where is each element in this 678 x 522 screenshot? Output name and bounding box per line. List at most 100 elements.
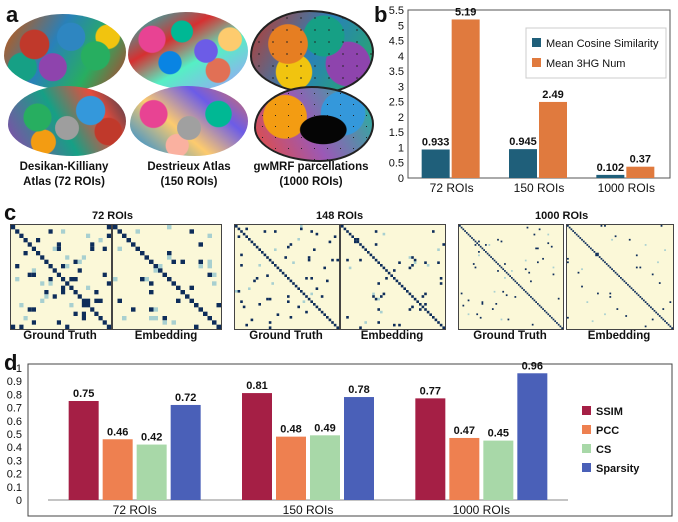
matrix-cell [550, 316, 553, 319]
chart-d-ytick: 0.6 [7, 416, 22, 428]
matrix-cell [588, 245, 590, 248]
matrix-cell [644, 244, 647, 246]
chart-b: 0 0.5 1 1.5 2 2.5 3 3.5 4 4.5 5 5.5 0.933 5.19 72 ROIs… [389, 5, 671, 195]
chart-d-legend-label: CS [596, 444, 611, 456]
matrix-cell [364, 321, 367, 324]
matrix-cell [372, 256, 375, 259]
matrix-cell [56, 320, 61, 325]
matrix-cell [502, 268, 505, 271]
matrix-cell [266, 256, 269, 259]
matrix-cell [570, 228, 573, 231]
matrix-cell [364, 248, 367, 251]
matrix-cell [15, 229, 20, 234]
matrix-cell [331, 258, 334, 262]
matrix-cell [535, 301, 537, 303]
matrix-cell [497, 270, 499, 272]
matrix-1000-ground-truth [458, 224, 564, 330]
matrix-cell [521, 287, 524, 290]
matrix-cell [61, 290, 66, 295]
chart-d-legend-swatch [582, 463, 591, 472]
chart-d-ytick: 0.9 [7, 376, 22, 388]
matrix-cell [600, 257, 603, 260]
matrix-cell [289, 243, 293, 246]
matrix-cell [630, 287, 633, 290]
matrix-cell [581, 285, 583, 288]
chart-d-bar [276, 436, 306, 500]
matrix-cell [597, 252, 599, 255]
matrix-cell [426, 264, 430, 267]
matrix-cell [31, 268, 36, 273]
matrix-cell [331, 321, 334, 324]
matrix-cell [472, 263, 475, 265]
matrix-cell [509, 275, 511, 277]
matrix-cell [315, 287, 319, 290]
chart-d-legend-label: Sparsity [596, 463, 640, 475]
matrix-cell [567, 257, 569, 260]
matrix-cell [519, 285, 522, 288]
matrix-cell [481, 247, 484, 250]
matrix-cell [289, 279, 293, 283]
matrix-cell [292, 282, 295, 285]
matrix-cell [419, 303, 422, 306]
gwmrf-medial-brain [254, 86, 374, 162]
matrix-cell [478, 251, 480, 253]
destrieux-medial-brain [130, 86, 248, 156]
chart-b-ytick: 3 [398, 81, 404, 93]
matrix-cell [313, 248, 316, 251]
matrix-cell [416, 300, 419, 303]
matrix-cell [465, 231, 468, 234]
chart-b-legend-label: Mean Cosine Similarity [546, 38, 659, 50]
matrix-cell [189, 229, 194, 234]
matrix-cell [567, 225, 569, 227]
matrix-cell [61, 264, 66, 269]
matrix-cell [639, 266, 642, 269]
matrix-cell [591, 249, 594, 251]
chart-d-data-label: 0.45 [488, 428, 509, 440]
matrix-cell [102, 320, 107, 325]
matrix-cell [514, 296, 517, 298]
matrix-cell [403, 287, 406, 290]
matrix-cell [310, 230, 313, 233]
matrix-cell [73, 259, 78, 264]
atlas-caption-line1: Desikan-Killiany [19, 161, 109, 173]
matrix-cell [359, 326, 362, 329]
matrix-cell [237, 235, 241, 238]
matrix-cell [377, 308, 380, 311]
matrix-cell [669, 325, 672, 328]
matrix-cell [90, 242, 95, 247]
matrix-cell [326, 279, 329, 283]
matrix-cell [568, 226, 571, 229]
matrix-72-left-label: Ground Truth [23, 330, 97, 342]
chart-d-ytick: 0 [16, 495, 22, 507]
matrix-cell [374, 297, 378, 301]
matrix-cell [144, 277, 149, 282]
matrix-cell [106, 225, 111, 230]
matrix-cell [263, 230, 267, 233]
chart-d-bar [449, 437, 480, 500]
matrix-cell [437, 261, 440, 264]
matrix-cell [478, 254, 480, 257]
matrix-cell [462, 228, 465, 231]
matrix-cell [653, 309, 656, 312]
matrix-cell [207, 233, 212, 238]
matrix-cell [212, 272, 217, 277]
matrix-cell [542, 308, 544, 310]
matrix-cell [582, 240, 585, 243]
matrix-cell [65, 324, 70, 329]
matrix-cell [462, 304, 465, 307]
chart-d-data-label: 0.72 [175, 392, 196, 404]
matrix-cell [550, 245, 553, 248]
matrix-cell [537, 261, 539, 264]
matrix-cell [61, 229, 66, 234]
matrix-cell [639, 296, 642, 298]
chart-b-ytick: 0 [398, 173, 404, 185]
matrix-cell [94, 298, 99, 303]
matrix-cell [644, 325, 647, 328]
matrix-cell [117, 298, 122, 303]
matrix-cell [651, 318, 654, 321]
matrix-cell [289, 316, 293, 319]
matrix-cell [657, 261, 659, 264]
chart-d-data-label: 0.96 [522, 360, 543, 372]
matrix-cell [657, 313, 659, 316]
matrix-cell [255, 245, 259, 249]
